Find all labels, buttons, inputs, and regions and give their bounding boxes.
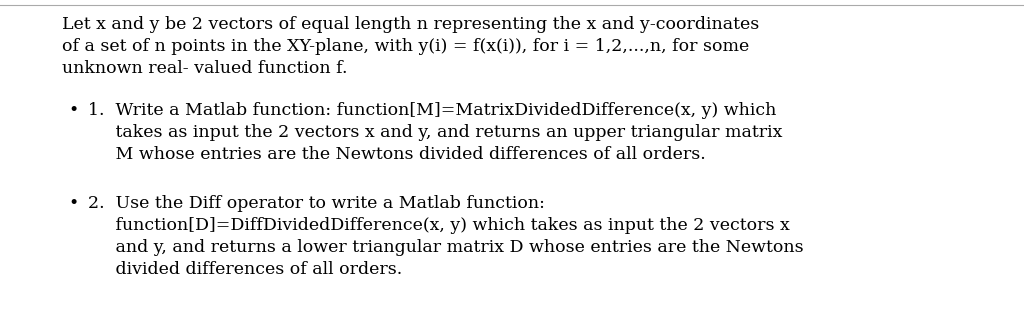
Text: 1.  Write a Matlab function: function[M]=MatrixDividedDifference(x, y) which: 1. Write a Matlab function: function[M]=… — [88, 102, 776, 119]
Text: unknown real- valued function f.: unknown real- valued function f. — [62, 60, 347, 77]
Text: of a set of n points in the XY-plane, with y(i) = f(x(i)), for i = 1,2,...,n, fo: of a set of n points in the XY-plane, wi… — [62, 38, 750, 55]
Text: function[D]=DiffDividedDifference(x, y) which takes as input the 2 vectors x: function[D]=DiffDividedDifference(x, y) … — [88, 217, 790, 234]
Text: •: • — [68, 102, 78, 119]
Text: takes as input the 2 vectors x and y, and returns an upper triangular matrix: takes as input the 2 vectors x and y, an… — [88, 124, 782, 141]
Text: •: • — [68, 195, 78, 212]
Text: and y, and returns a lower triangular matrix D whose entries are the Newtons: and y, and returns a lower triangular ma… — [88, 239, 804, 256]
Text: 2.  Use the Diff operator to write a Matlab function:: 2. Use the Diff operator to write a Matl… — [88, 195, 545, 212]
Text: M whose entries are the Newtons divided differences of all orders.: M whose entries are the Newtons divided … — [88, 146, 706, 163]
Text: Let x and y be 2 vectors of equal length n representing the x and y-coordinates: Let x and y be 2 vectors of equal length… — [62, 16, 759, 33]
Text: divided differences of all orders.: divided differences of all orders. — [88, 261, 402, 278]
